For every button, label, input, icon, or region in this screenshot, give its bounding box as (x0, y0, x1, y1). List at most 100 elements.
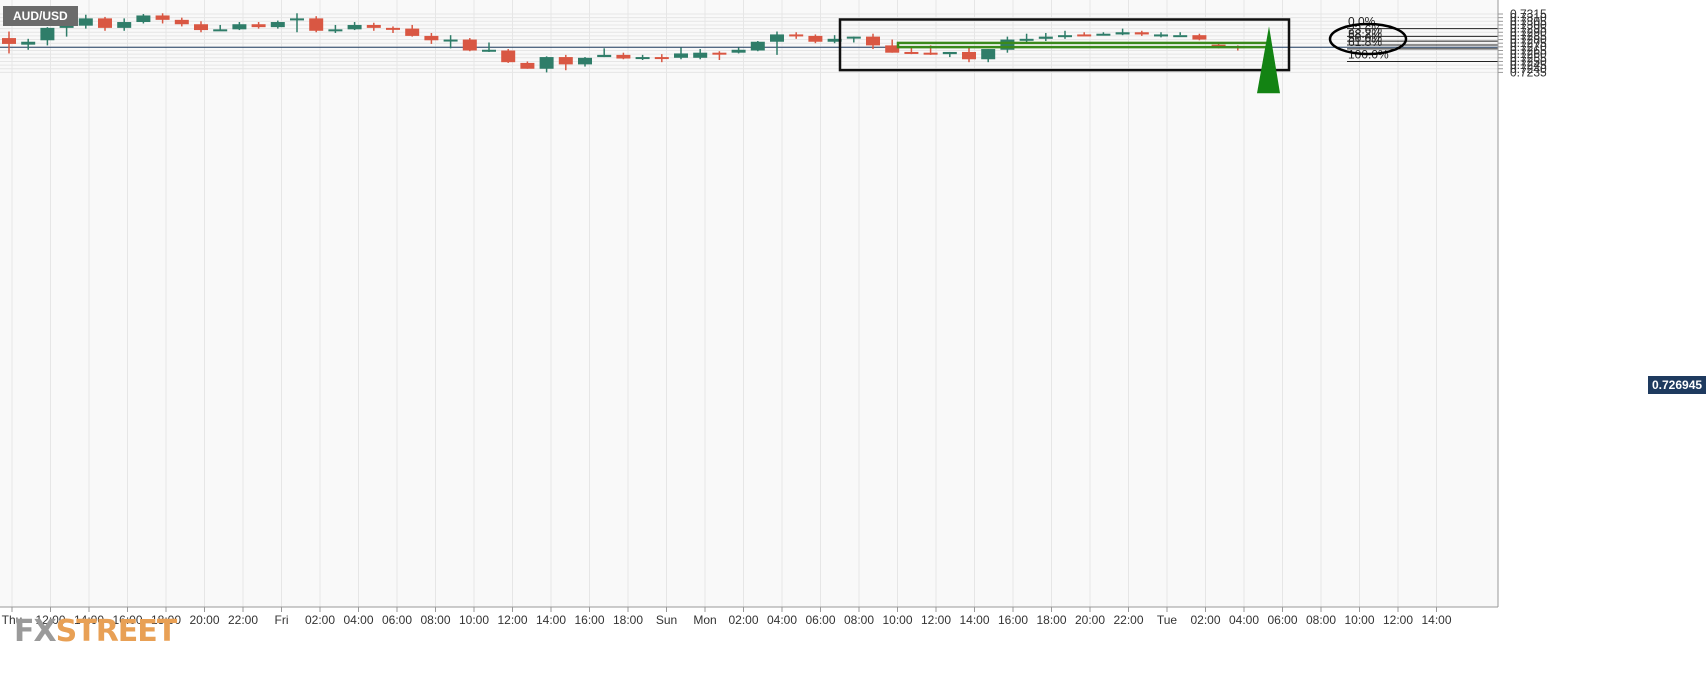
time-tick-label: 22:00 (228, 613, 258, 627)
candle-body (366, 24, 381, 28)
candle-body (981, 49, 996, 60)
time-tick-label: Sun (656, 613, 677, 627)
candle-body (270, 22, 285, 28)
price-tick-label: 0.7295 (1510, 22, 1547, 36)
candle-body (712, 52, 727, 55)
candle-body (1134, 32, 1149, 35)
plot-area (0, 0, 1498, 607)
candle-body (386, 27, 400, 30)
logo-part-fx: FX (14, 614, 57, 649)
time-tick-label: 14:00 (959, 613, 989, 627)
candle-body (1077, 34, 1092, 37)
candle-body (347, 24, 362, 30)
time-tick-label: 14:00 (74, 613, 104, 627)
candle-body (309, 18, 324, 31)
symbol-label: AUD/USD (3, 6, 78, 26)
price-tick-label: 0.7310 (1510, 11, 1547, 25)
price-tick-label: 0.7245 (1510, 58, 1547, 72)
time-tick-label: 04:00 (343, 613, 373, 627)
candle-body (443, 39, 458, 42)
time-tick-label: 14:00 (1421, 613, 1451, 627)
logo-part-street: STREET (55, 614, 178, 649)
candle-body (1000, 39, 1015, 50)
fibonacci-levels: 0.0%23.6%38.2%50.0%61.8%100.0% (1328, 15, 1498, 62)
time-tick-label: 02:00 (1190, 613, 1220, 627)
arrow-head (1257, 26, 1280, 94)
time-tick-label: 20:00 (189, 613, 219, 627)
price-tick-label: 0.7235 (1510, 65, 1547, 79)
candle-body (155, 15, 170, 20)
candle-body (578, 57, 592, 65)
candle-body (1019, 38, 1034, 41)
candle-body (923, 52, 938, 55)
candle-body (328, 29, 343, 32)
candle-body (424, 35, 439, 41)
time-tick-label: Mon (693, 613, 716, 627)
time-axis: Thu 12:00 14:00 16:00 18:00 20:00 22:00 Fri 02:0… (2, 607, 1452, 627)
candle-body (290, 18, 304, 21)
time-tick-label: 16:00 (574, 613, 604, 627)
fib-level-label: 61.8% (1348, 35, 1382, 49)
candle-body (770, 34, 784, 42)
candle-body (174, 19, 189, 25)
price-axis: 0.72350.72400.72450.72500.72550.72600.72… (1498, 7, 1547, 79)
candle-body (827, 38, 842, 42)
time-tick-label: Tue (1157, 613, 1178, 627)
candles (2, 13, 1245, 73)
price-tick-label: 0.7255 (1510, 51, 1547, 65)
candle-body (750, 41, 765, 51)
time-tick-label: Fri (275, 613, 289, 627)
candle-body (405, 28, 420, 36)
candle-body (136, 15, 151, 23)
candle-body (885, 45, 900, 53)
time-tick-label: 10:00 (882, 613, 912, 627)
candle-body (59, 25, 74, 28)
annotations (838, 18, 1291, 94)
candle-body (942, 51, 957, 55)
candle-body (693, 52, 708, 58)
time-tick-label: 10:00 (1344, 613, 1374, 627)
fxstreet-logo: FXSTREET (14, 614, 178, 649)
candle-body (251, 24, 266, 28)
candle-body (232, 24, 247, 30)
time-tick-label: 04:00 (1229, 613, 1259, 627)
candle-body (597, 54, 612, 58)
candle-body (1173, 35, 1188, 38)
time-tick-label: 14:00 (536, 613, 566, 627)
time-tick-label: 22:00 (1113, 613, 1143, 627)
fib-50-circle (1328, 22, 1408, 56)
candle-body (1058, 35, 1072, 38)
time-tick-label: 16:00 (998, 613, 1028, 627)
time-tick-label: 10:00 (459, 613, 489, 627)
candle-body (2, 38, 16, 44)
candle-body (78, 18, 93, 26)
price-tick-label: 0.7280 (1510, 33, 1547, 47)
fib-level-label: 38.2% (1348, 27, 1382, 41)
candle-body (674, 53, 688, 58)
time-tick-label: 12:00 (35, 613, 65, 627)
fib-level-label: 50.0% (1348, 31, 1382, 45)
candle-body (1096, 33, 1111, 36)
time-tick-label: 18:00 (151, 613, 181, 627)
time-tick-label: 06:00 (1267, 613, 1297, 627)
candle-body (482, 49, 496, 52)
price-tick-label: 0.7240 (1510, 62, 1547, 76)
candle-body (616, 54, 631, 59)
candle-body (40, 27, 55, 41)
time-tick-label: 18:00 (1036, 613, 1066, 627)
candle-body (462, 39, 477, 51)
candle-body (117, 22, 132, 28)
time-tick-label: 18:00 (613, 613, 643, 627)
candle-body (808, 35, 823, 42)
candle-body (1154, 34, 1168, 37)
candle-body (635, 57, 650, 60)
candle-body (520, 62, 535, 69)
candle-body (1038, 36, 1053, 39)
candle-body (1115, 32, 1130, 35)
time-tick-label: 02:00 (728, 613, 758, 627)
time-tick-label: 06:00 (805, 613, 835, 627)
price-tick-label: 0.7305 (1510, 14, 1547, 28)
candle-body (558, 57, 573, 65)
candle-body (866, 36, 880, 46)
